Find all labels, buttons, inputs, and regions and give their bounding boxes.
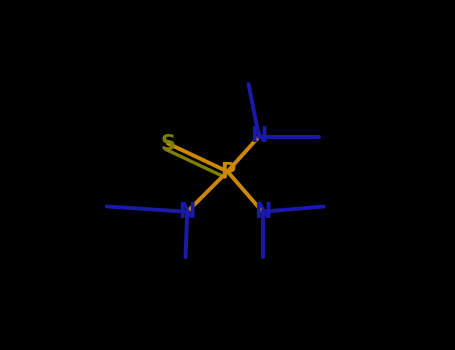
Text: N: N [178,202,196,222]
Text: N: N [250,126,268,147]
Text: S: S [161,133,176,154]
Text: P: P [220,161,235,182]
Text: N: N [254,202,271,222]
